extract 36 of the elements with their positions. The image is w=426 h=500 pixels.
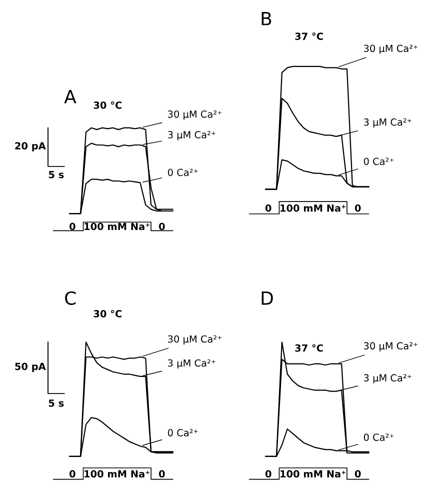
chart-title: B bbox=[262, 12, 272, 26]
text: 0 bbox=[354, 204, 361, 212]
text: 30 μM Ca²⁺ bbox=[364, 44, 418, 54]
text: 100 mM Na⁺ bbox=[84, 222, 150, 230]
text: 0 Ca²⁺ bbox=[364, 158, 394, 166]
text: 0 bbox=[354, 470, 361, 478]
text: 3 μM Ca²⁺ bbox=[168, 359, 216, 369]
series-label: 0 Ca²⁺ bbox=[364, 434, 394, 441]
text: 0 bbox=[70, 222, 76, 230]
series-label: 0 Ca²⁺ bbox=[168, 429, 198, 436]
text: 0 bbox=[158, 222, 165, 230]
text: 3 μM Ca²⁺ bbox=[168, 131, 216, 140]
text: 30 °C bbox=[94, 101, 122, 109]
text: 0 Ca²⁺ bbox=[168, 168, 198, 176]
text: 100 mM Na⁺ bbox=[280, 204, 346, 212]
text: 5 s bbox=[48, 171, 64, 178]
text: 30 μM Ca²⁺ bbox=[364, 342, 418, 352]
text: 3 μM Ca²⁺ bbox=[364, 118, 412, 128]
text: 30 °C bbox=[94, 310, 122, 318]
text: 100 mM Na⁺ bbox=[280, 470, 346, 478]
chart-title: A bbox=[64, 90, 76, 104]
annotation: 37 °C bbox=[295, 344, 323, 352]
chart-title: D bbox=[262, 292, 273, 305]
text: 30 μM Ca²⁺ bbox=[168, 335, 222, 345]
text: 50 pA bbox=[15, 362, 46, 372]
text: 0 bbox=[158, 470, 165, 478]
text: 100 mM Na⁺ bbox=[84, 470, 150, 478]
text: 0 bbox=[265, 204, 272, 212]
text: 3 μM Ca²⁺ bbox=[364, 374, 412, 384]
text: 0 bbox=[265, 470, 272, 478]
chart-title: C bbox=[65, 291, 76, 305]
text: 0 bbox=[70, 470, 76, 478]
text: 30 μM Ca²⁺ bbox=[168, 110, 222, 120]
text: 20 pA bbox=[15, 142, 46, 152]
text: 5 s bbox=[48, 400, 64, 407]
text: 37 °C bbox=[295, 32, 323, 40]
